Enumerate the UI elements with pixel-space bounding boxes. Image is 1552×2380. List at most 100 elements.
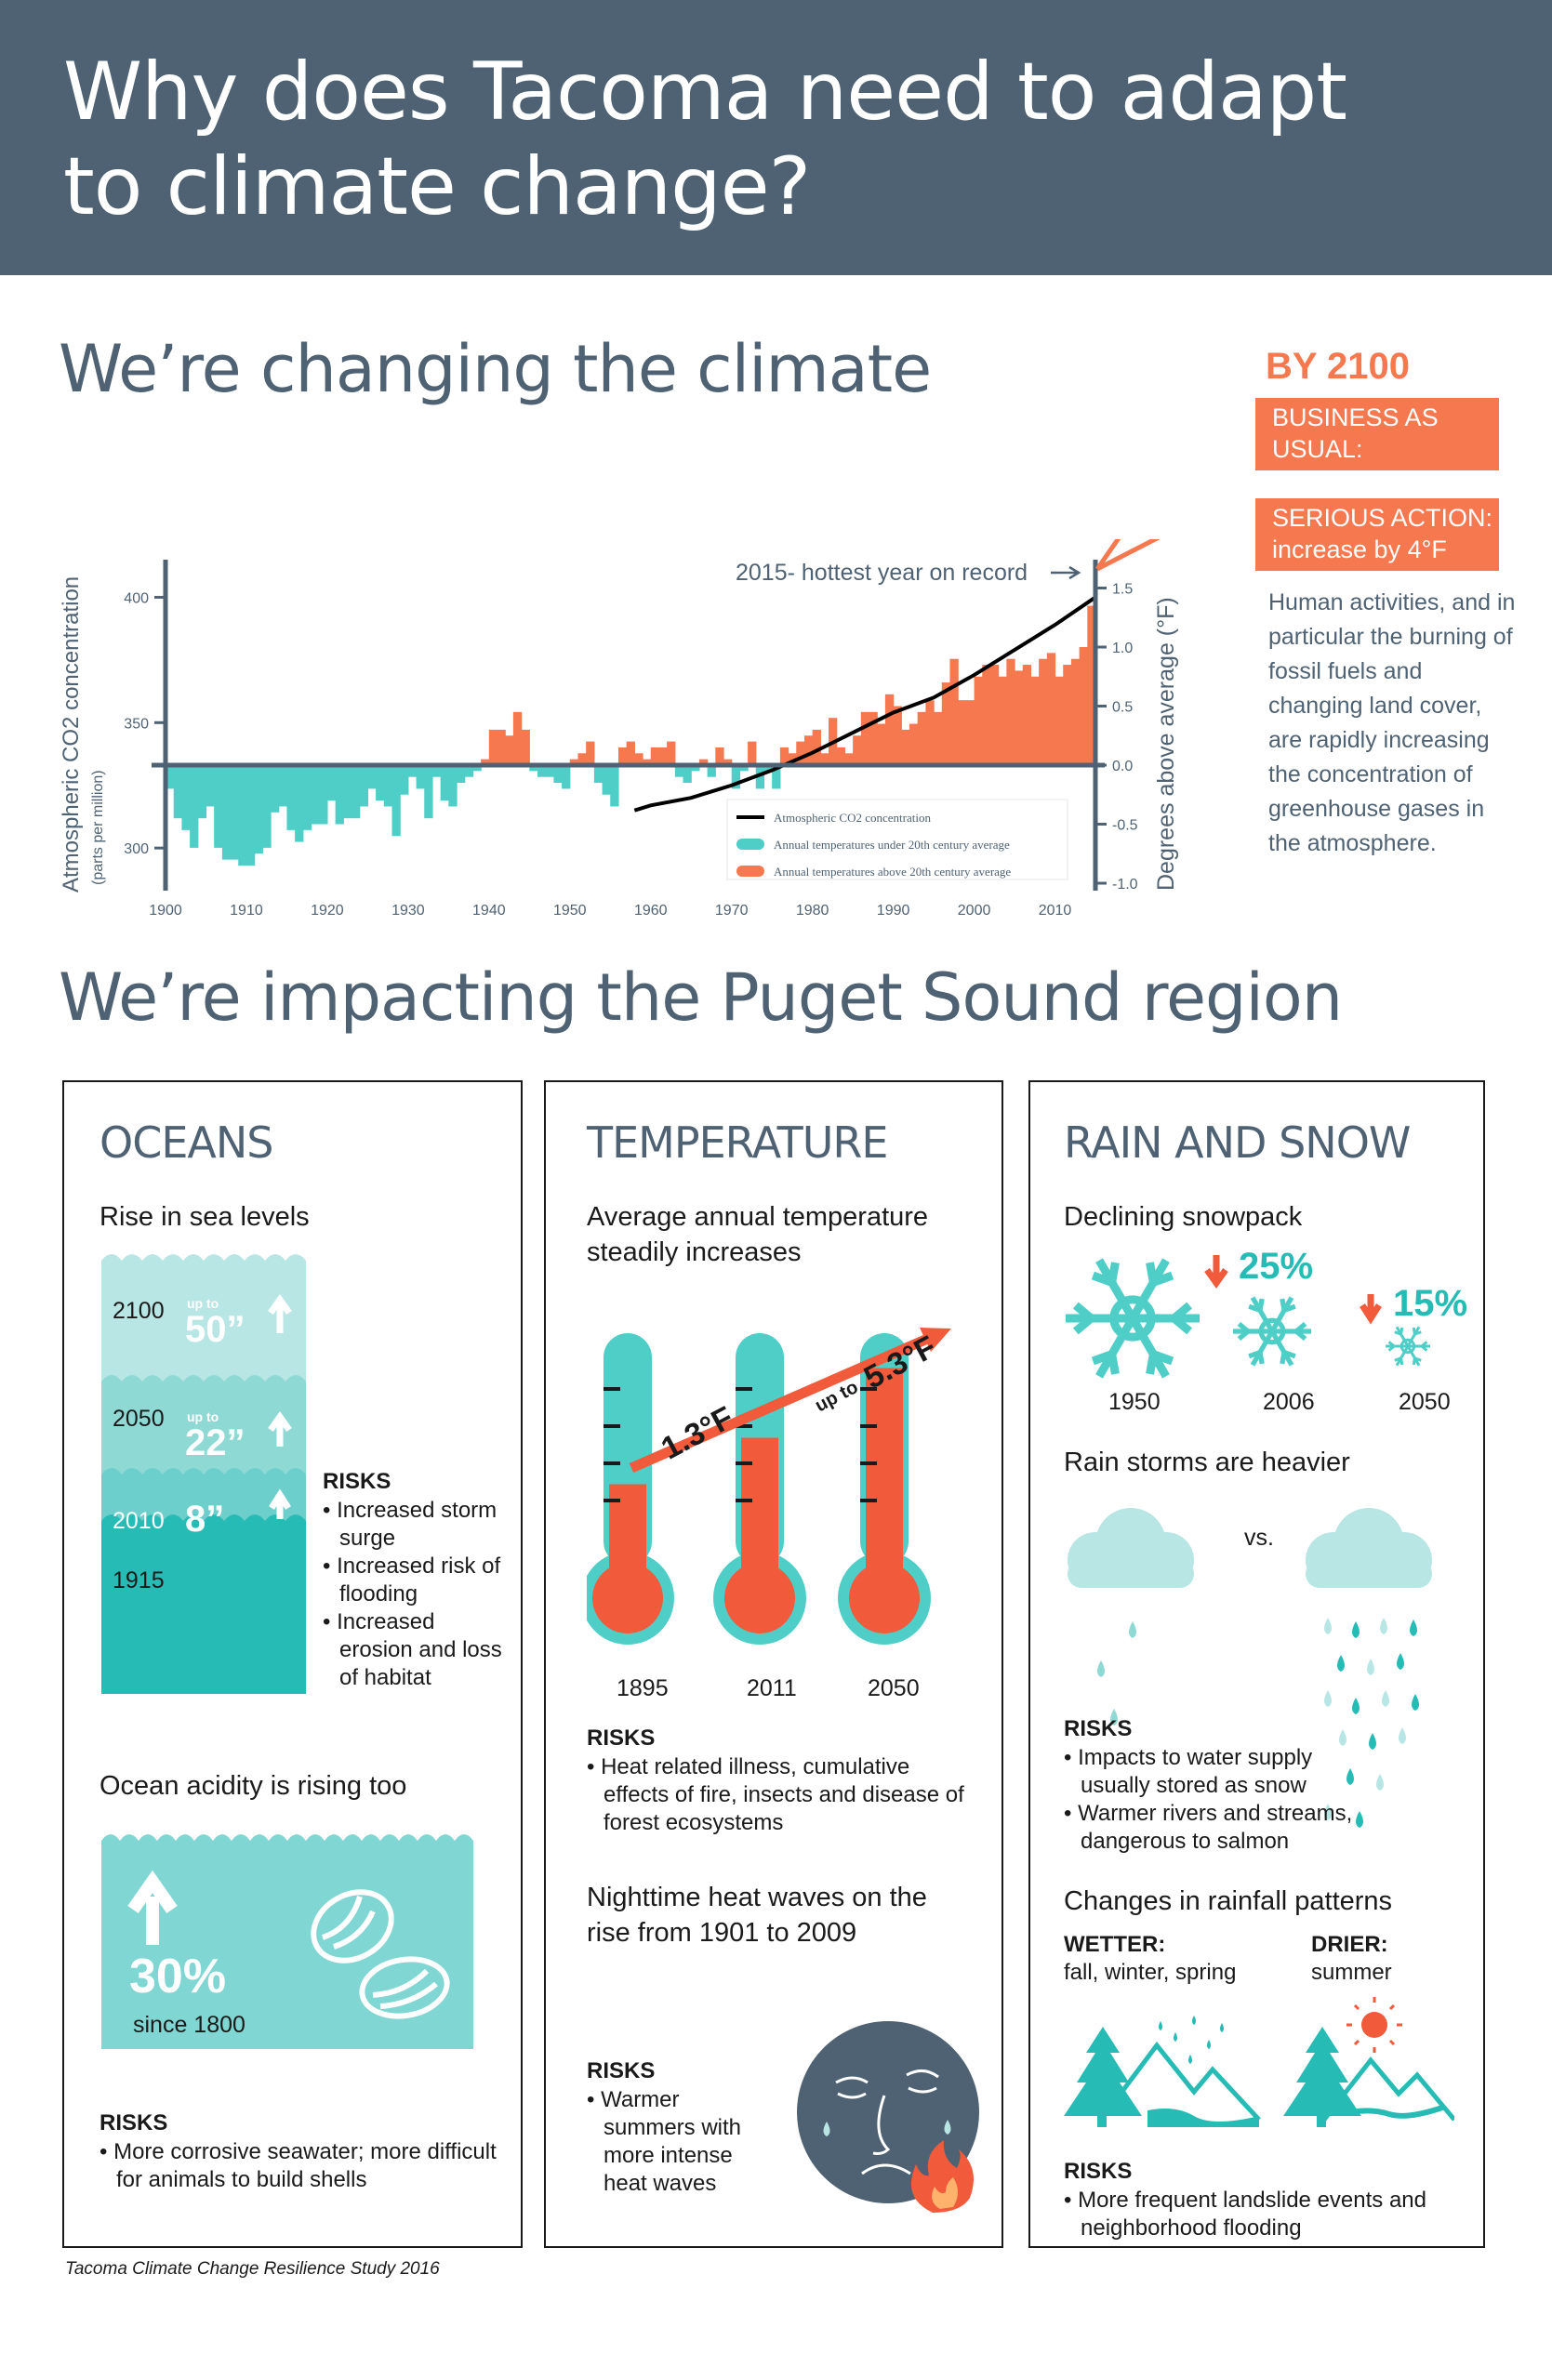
temperature-bar <box>286 765 296 830</box>
temperature-bar <box>643 759 652 765</box>
sea-level-title: Rise in sea levels <box>99 1202 310 1232</box>
raindrop <box>1352 1621 1360 1638</box>
temperature-bar <box>521 729 530 765</box>
x-tick-label: 1960 <box>634 903 668 919</box>
temperature-bar <box>723 759 733 765</box>
temperature-bar <box>812 729 821 765</box>
legend-swatch <box>736 839 764 850</box>
page-title: Why does Tacoma need to adapt to climate… <box>63 46 1347 233</box>
temperature-bar <box>1046 653 1056 765</box>
snowflakes-graphic <box>1066 1255 1430 1379</box>
temperature-bar <box>820 753 829 765</box>
temperature-bar <box>869 711 878 765</box>
bau-title: BUSINESS AS USUAL: <box>1272 403 1439 463</box>
raindrop <box>1367 1659 1374 1675</box>
raindrop <box>1369 1733 1376 1750</box>
temperature-bar <box>1006 658 1015 765</box>
temperature-bar <box>788 753 797 765</box>
temperature-bar <box>577 753 587 765</box>
temperature-bar <box>901 729 910 765</box>
arrow-up-icon <box>268 1410 292 1447</box>
legend-label: Annual temperatures under 20th century a… <box>774 838 1010 852</box>
right-tick-label: -1.0 <box>1112 877 1138 892</box>
snowpack-title: Declining snowpack <box>1064 1202 1303 1232</box>
sea-year-2050: 2050 <box>113 1406 165 1432</box>
sea-year-2100: 2100 <box>113 1298 165 1324</box>
by-2100-label: BY 2100 <box>1266 346 1410 387</box>
arrow-up-icon <box>268 1293 292 1333</box>
x-tick-label: 1950 <box>553 903 587 919</box>
temperature-bar <box>383 765 393 807</box>
temperature-bar <box>173 765 182 819</box>
acidity-title: Ocean acidity is rising too <box>99 1771 407 1801</box>
temperature-bar <box>464 765 474 777</box>
temperature-bar <box>1039 658 1048 765</box>
storms-title: Rain storms are heavier <box>1064 1448 1350 1477</box>
header-banner <box>0 0 1552 275</box>
left-tick-label: 300 <box>124 841 149 857</box>
legend-label: Annual temperatures above 20th century a… <box>774 865 1011 879</box>
temperature-bar <box>545 765 554 777</box>
sea-year-2010: 2010 <box>113 1508 165 1534</box>
temperature-bar <box>206 765 215 807</box>
raindrop <box>1382 1690 1389 1707</box>
snow-decline-1: 25% <box>1239 1246 1314 1287</box>
temperature-bar <box>803 735 814 765</box>
temperature-bar <box>1030 676 1040 765</box>
wet-landscape-icon <box>1064 2016 1261 2127</box>
risk-item: More frequent landslide events and neigh… <box>1064 2187 1454 2242</box>
sea-value-2010: 8” <box>185 1499 225 1540</box>
rain-snow-panel: RAIN AND SNOW Declining snowpack 25% 15%… <box>1028 1080 1485 2248</box>
chart-plot-area <box>166 595 1097 866</box>
rainfall-risks-heading: RISKS <box>1064 2159 1133 2184</box>
x-tick-label: 1980 <box>796 903 829 919</box>
x-tick-label: 1900 <box>149 903 182 919</box>
raindrop <box>1380 1618 1387 1634</box>
section-heading-climate: We’re changing the climate <box>59 331 932 407</box>
risk-item: Increased risk of flooding <box>323 1553 509 1608</box>
temperature-bar <box>190 765 199 848</box>
temperature-bar <box>391 765 401 837</box>
snowflake-icon <box>1233 1296 1311 1367</box>
temperature-bar <box>1063 665 1072 765</box>
drier-detail: summer <box>1311 1960 1392 1985</box>
temperature-bar <box>569 759 579 765</box>
raindrop <box>1129 1621 1136 1638</box>
x-tick-label: 1990 <box>877 903 910 919</box>
temperature-bar <box>617 747 628 765</box>
temperature-bar <box>295 765 304 842</box>
temperature-bar <box>844 753 854 765</box>
raindrop <box>1376 1774 1384 1791</box>
temp-risks-list: Heat related illness, cumulative effects… <box>587 1753 977 1837</box>
oceans-risks-heading: RISKS <box>323 1469 391 1494</box>
temperature-bar <box>448 765 458 807</box>
snow-year-2050: 2050 <box>1399 1389 1451 1415</box>
sa-detail: increase by 4°F <box>1272 536 1447 563</box>
nighttime-risks-list: Warmer summers with more intense heat wa… <box>587 2086 754 2198</box>
oyster-shell-icon <box>311 1889 394 1964</box>
snowflake-icon <box>1386 1326 1430 1367</box>
temperature-bar <box>877 723 886 765</box>
temperature-bar <box>271 765 280 813</box>
raindrop <box>1110 1709 1118 1726</box>
thermometers <box>587 1333 931 1645</box>
temperature-bar <box>731 765 740 789</box>
temperature-bar <box>925 700 935 765</box>
left-axis-sublabel: (parts per million) <box>90 770 106 885</box>
temperature-bar <box>893 706 902 765</box>
temperature-bar <box>562 765 571 789</box>
temperature-bar <box>400 765 409 795</box>
wave-1915 <box>101 1514 306 1694</box>
raindrop <box>1324 1690 1332 1707</box>
temperature-bar <box>917 711 926 765</box>
sea-year-1915: 1915 <box>113 1567 165 1593</box>
raindrop <box>1337 1655 1345 1672</box>
acidity-value: 30% <box>129 1950 227 2003</box>
arrow-up-icon <box>127 1870 178 1945</box>
temperature-bar <box>698 759 709 765</box>
temperature-bar <box>262 765 272 848</box>
snow-decline-2: 15% <box>1393 1283 1468 1324</box>
temperature-bar <box>407 765 418 777</box>
raindrop <box>1397 1653 1404 1670</box>
cloud-icon <box>1068 1508 1194 1588</box>
